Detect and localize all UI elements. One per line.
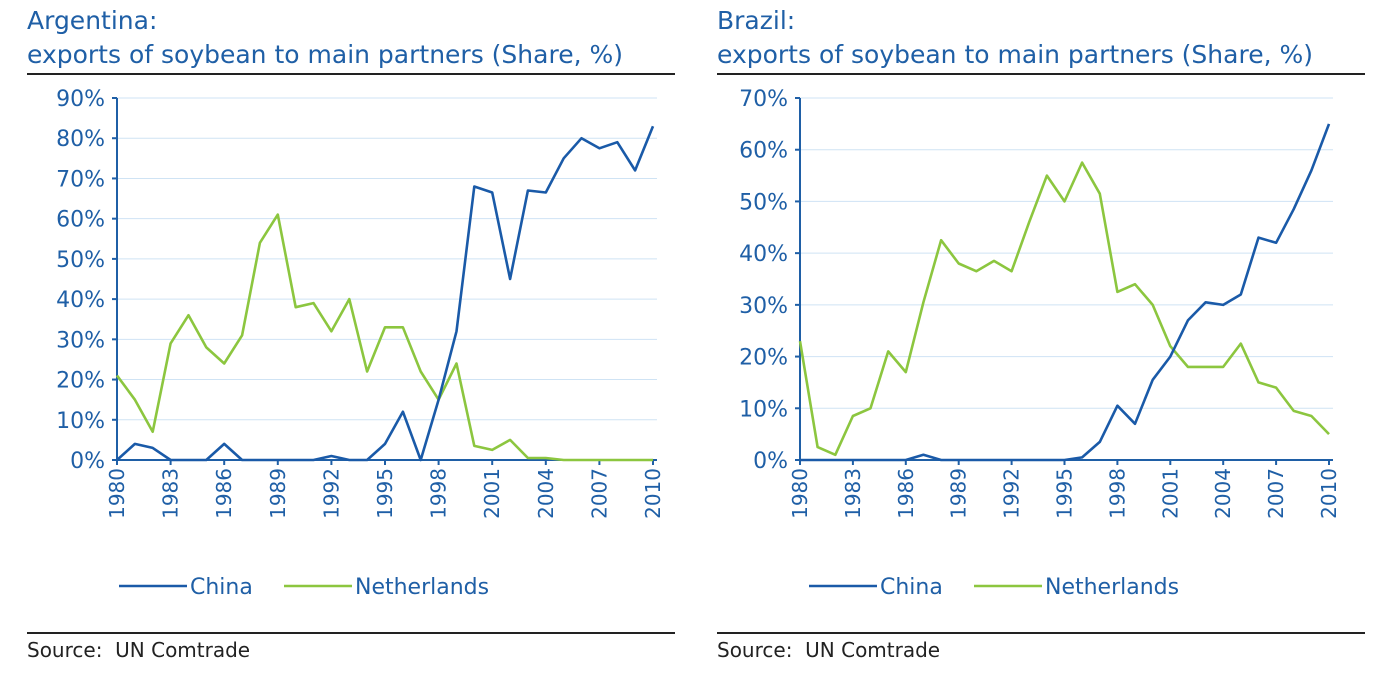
legend-label-netherlands: Netherlands [1045,575,1179,600]
y-tick-label: 20% [56,369,105,394]
title-divider [717,73,1365,75]
chart-title-line1: Brazil: [717,6,796,35]
y-tick-label: 60% [739,139,788,164]
x-tick-label: 1995 [1053,468,1077,519]
x-tick-label: 2001 [480,468,504,519]
x-tick-label: 1980 [788,468,812,519]
x-tick-label: 1995 [373,468,397,519]
chart-title: Brazil: exports of soybean to main partn… [717,4,1367,72]
x-tick-label: 1998 [1105,468,1129,519]
x-tick-label: 2010 [1317,468,1341,519]
series-line-china [800,123,1331,462]
x-tick-label: 1983 [841,468,865,519]
x-tick-label: 1992 [319,468,343,519]
source-note: Source: UN Comtrade [27,638,251,662]
y-tick-label: 80% [56,127,105,152]
y-tick-label: 0% [753,449,788,474]
footer-divider [27,632,675,634]
x-tick-label: 1989 [947,468,971,519]
y-tick-label: 60% [56,208,105,233]
x-tick-label: 2010 [641,468,665,519]
x-tick-label: 1983 [159,468,183,519]
series-line-netherlands [798,161,1330,457]
chart-title-line2: exports of soybean to main partners (Sha… [27,40,623,69]
y-tick-label: 10% [739,397,788,422]
y-tick-label: 30% [56,328,105,353]
series-line-netherlands [115,213,653,462]
y-tick-label: 30% [739,294,788,319]
title-divider [27,73,675,75]
legend-label-china: China [880,575,943,600]
argentina-chart: 0% 10% 20% 30% 40% 50% 60% 70% 80% 90% 1980 1983 198… [56,87,665,600]
chart-title-line1: Argentina: [27,6,158,35]
brazil-panel: Brazil: exports of soybean to main partn… [717,0,1367,691]
y-tick-label: 10% [56,409,105,434]
chart-title: Argentina: exports of soybean to main pa… [27,4,677,72]
footer-divider [717,632,1365,634]
x-tick-label: 1992 [1000,468,1024,519]
legend-label-netherlands: Netherlands [355,575,489,600]
y-tick-label: 50% [739,190,788,215]
chart-title-line2: exports of soybean to main partners (Sha… [717,40,1313,69]
x-tick-label: 1989 [266,468,290,519]
y-tick-label: 50% [56,248,105,273]
x-tick-label: 1986 [212,468,236,519]
x-tick-label: 2004 [534,468,558,519]
y-tick-label: 40% [56,288,105,313]
legend-label-china: China [190,575,253,600]
x-tick-label: 2007 [587,468,611,519]
source-note: Source: UN Comtrade [717,638,941,662]
y-tick-label: 70% [739,87,788,112]
x-tick-label: 2001 [1158,468,1182,519]
x-tick-label: 2004 [1211,468,1235,519]
x-tick-label: 1998 [427,468,451,519]
x-tick-label: 1986 [894,468,918,519]
series-line-china [116,125,655,462]
y-tick-label: 0% [70,449,105,474]
x-tick-label: 2007 [1264,468,1288,519]
y-tick-label: 90% [56,87,105,112]
x-tick-label: 1980 [105,468,129,519]
y-tick-label: 40% [739,242,788,267]
y-tick-label: 70% [56,167,105,192]
y-tick-label: 20% [739,346,788,371]
brazil-chart: 0% 10% 20% 30% 40% 50% 60% 70% 1980 1983 1986 1989 1… [739,87,1341,600]
argentina-panel: Argentina: exports of soybean to main pa… [27,0,677,691]
